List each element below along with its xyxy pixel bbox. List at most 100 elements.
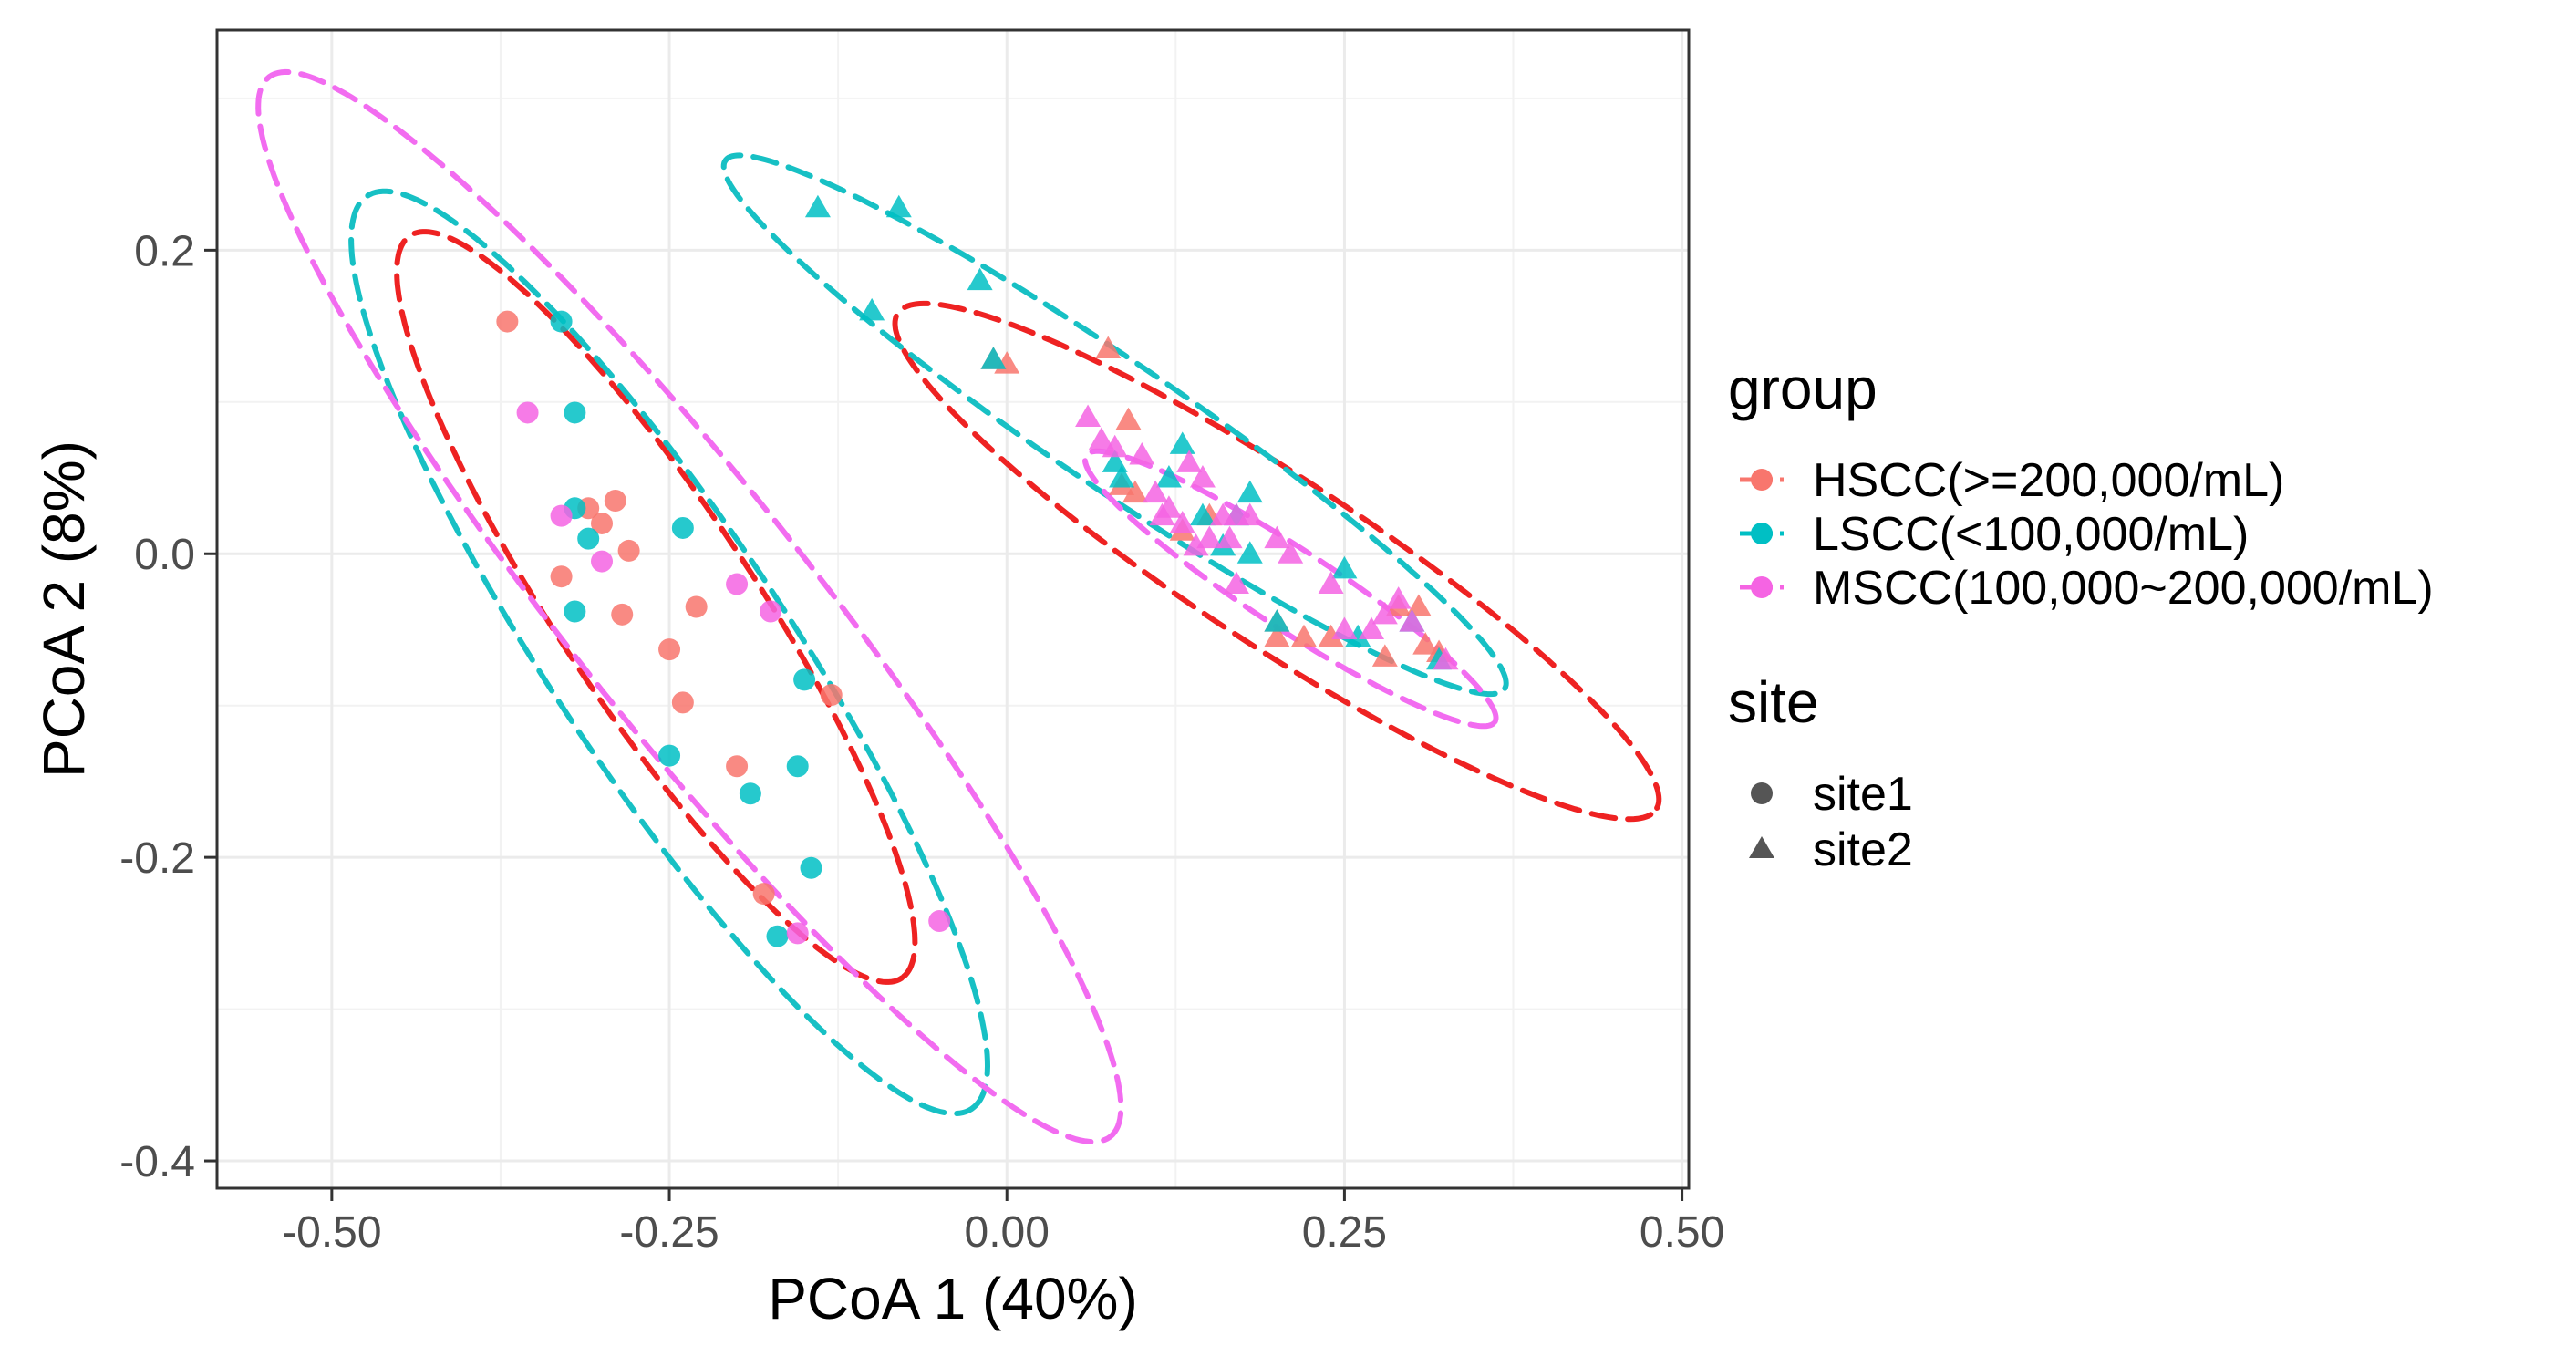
point-lscc-site1-1 [564, 401, 586, 424]
point-lscc-site1-11 [800, 856, 822, 879]
point-lscc-site2-9 [1189, 502, 1216, 526]
legend-item-hscc: HSCC(>=200,000/mL) [1740, 454, 2284, 507]
point-mscc-site2-2 [1102, 434, 1128, 458]
point-hscc-site2-2 [1095, 336, 1122, 359]
point-mscc-site2-13 [1216, 525, 1243, 549]
point-lscc-site1-3 [577, 527, 600, 550]
point-mscc-site2-10 [1189, 465, 1216, 488]
y-tick-label-3: 0.2 [134, 227, 195, 275]
point-hscc-site1-5 [617, 539, 640, 562]
legend-mscc-dot [1751, 576, 1773, 598]
ellipse-mscc-site1 [255, 68, 1124, 1145]
point-mscc-site2-11 [1196, 525, 1223, 549]
point-mscc-site2-21 [1359, 616, 1385, 639]
x-axis-title: PCoA 1 (40%) [768, 1266, 1138, 1331]
point-mscc-site1-1 [550, 504, 573, 527]
x-axis: -0.50 -0.25 0.00 0.25 0.50 [282, 1188, 1724, 1257]
x-tick-label-4: 0.50 [1640, 1208, 1724, 1257]
ellipse-lscc-site2 [720, 152, 1509, 698]
x-tick-label-3: 0.25 [1302, 1208, 1387, 1257]
point-mscc-site1-0 [516, 401, 539, 424]
legend-site2-label: site2 [1813, 823, 1913, 876]
panel-background [217, 30, 1689, 1188]
point-mscc-site2-9 [1183, 533, 1209, 556]
point-lscc-site2-7 [1155, 465, 1182, 488]
point-lscc-site1-10 [786, 755, 809, 778]
point-lscc-site2-4 [980, 347, 1007, 369]
point-lscc-site2-12 [1236, 480, 1263, 503]
point-mscc-site2-17 [1264, 525, 1290, 549]
point-lscc-site2-6 [1109, 465, 1135, 488]
point-hscc-site1-7 [658, 638, 681, 661]
data-points [496, 194, 1459, 947]
point-hscc-site2-10 [1290, 624, 1317, 647]
y-tick-label-2: 0.0 [134, 531, 195, 579]
point-hscc-site2-16 [1412, 632, 1439, 655]
point-lscc-site1-0 [550, 310, 573, 333]
y-axis: -0.4 -0.2 0.0 0.2 [119, 227, 217, 1186]
legend-lscc-label: LSCC(<100,000/mL) [1813, 508, 2249, 561]
x-tick-label-0: -0.50 [282, 1208, 381, 1257]
point-hscc-site1-10 [726, 755, 749, 778]
point-hscc-site1-8 [671, 691, 694, 714]
legend-item-site2: site2 [1749, 823, 1913, 876]
legend-item-lscc: LSCC(<100,000/mL) [1740, 508, 2249, 561]
point-hscc-site2-3 [1115, 407, 1142, 430]
point-mscc-site2-0 [1075, 404, 1102, 427]
point-mscc-site1-6 [928, 910, 951, 933]
point-lscc-site1-5 [658, 744, 681, 767]
point-lscc-site1-7 [739, 782, 761, 805]
point-hscc-site1-12 [820, 684, 843, 707]
point-mscc-site1-5 [786, 922, 809, 945]
point-mscc-site2-1 [1088, 427, 1114, 450]
point-mscc-site2-24 [1399, 609, 1425, 632]
ellipse-hscc-site1 [394, 229, 918, 985]
point-mscc-site1-2 [591, 550, 614, 573]
point-mscc-site1-4 [760, 600, 782, 623]
legend-item-mscc: MSCC(100,000~200,000/mL) [1740, 562, 2434, 615]
point-lscc-site1-6 [671, 516, 694, 539]
point-hscc-site1-11 [752, 883, 775, 906]
legend-hscc-dot [1751, 469, 1773, 491]
legend-site1-circle-icon [1751, 782, 1773, 804]
point-lscc-site2-15 [1331, 555, 1358, 579]
point-lscc-site2-16 [1345, 624, 1371, 647]
point-hscc-site1-9 [685, 595, 708, 618]
y-axis-title: PCoA 2 (8%) [31, 440, 97, 778]
point-hscc-site2-11 [1318, 624, 1344, 647]
confidence-ellipses [255, 68, 1662, 1145]
point-lscc-site1-4 [564, 600, 586, 623]
point-mscc-site2-7 [1169, 510, 1195, 533]
point-hscc-site1-6 [611, 603, 634, 626]
point-mscc-site1-3 [726, 573, 749, 595]
grid-minor [217, 30, 1689, 1188]
legend-site-title: site [1728, 669, 1819, 735]
point-hscc-site1-0 [496, 310, 519, 333]
point-lscc-site2-8 [1169, 431, 1195, 454]
point-lscc-site2-0 [804, 194, 831, 218]
point-mscc-site2-25 [1433, 647, 1459, 670]
point-mscc-site2-16 [1236, 502, 1263, 526]
legend-lscc-dot [1751, 523, 1773, 544]
point-lscc-site2-3 [967, 267, 993, 291]
point-mscc-site2-22 [1371, 601, 1398, 625]
legend: group HSCC(>=200,000/mL) LSCC(<100,000/m… [1728, 356, 2434, 876]
legend-hscc-label: HSCC(>=200,000/mL) [1813, 454, 2284, 507]
point-mscc-site2-20 [1331, 616, 1358, 639]
legend-site1-label: site1 [1813, 768, 1913, 821]
point-hscc-site1-1 [550, 565, 573, 588]
point-lscc-site2-14 [1264, 609, 1290, 632]
ellipse-hscc-site2 [892, 300, 1662, 823]
point-mscc-site2-18 [1278, 541, 1304, 564]
legend-mscc-label: MSCC(100,000~200,000/mL) [1813, 562, 2434, 615]
legend-group-title: group [1728, 356, 1878, 421]
ellipse-lscc-site1 [348, 188, 991, 1117]
y-tick-label-0: -0.4 [119, 1138, 195, 1186]
point-hscc-site2-9 [1264, 624, 1290, 647]
point-lscc-site1-8 [766, 925, 789, 947]
point-lscc-site2-13 [1236, 541, 1263, 564]
point-mscc-site2-23 [1385, 586, 1412, 609]
y-tick-label-1: -0.2 [119, 834, 195, 883]
point-lscc-site1-9 [793, 668, 816, 691]
